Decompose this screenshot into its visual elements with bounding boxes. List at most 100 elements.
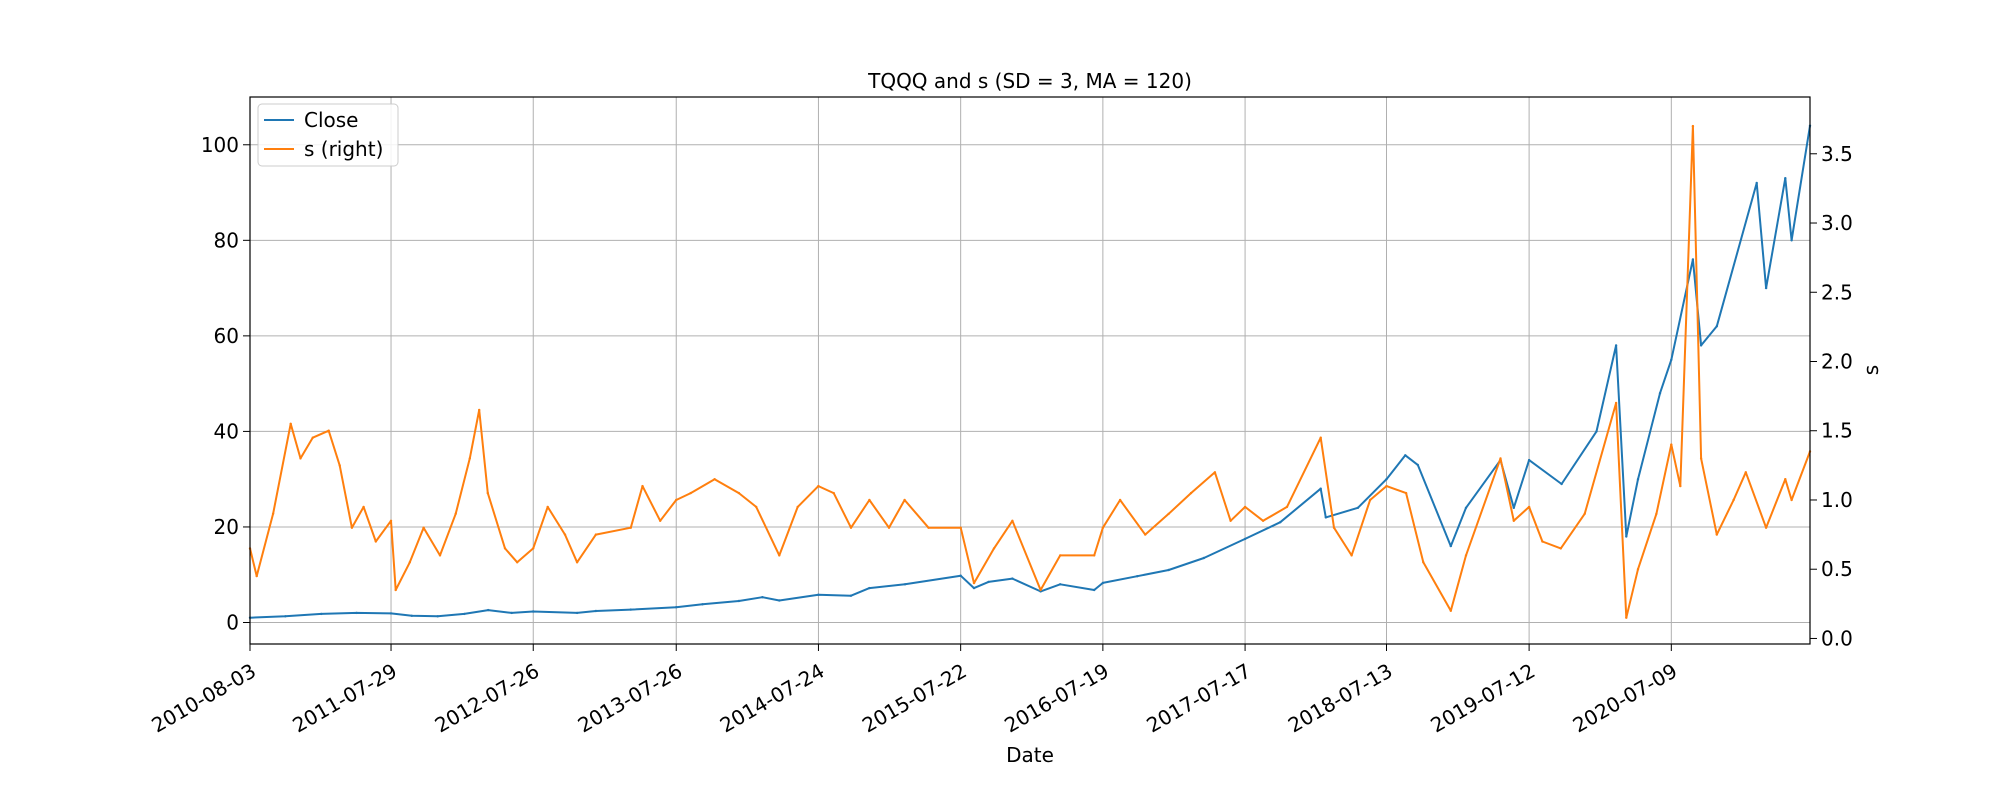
data-point-s [255, 574, 258, 578]
data-point-close [778, 599, 781, 602]
data-point-s [468, 457, 471, 460]
data-point-s [1319, 436, 1322, 439]
x-tick-label: 2010-08-03 [147, 659, 260, 738]
data-point-s [408, 561, 411, 564]
data-point-s [868, 498, 871, 502]
y-right-tick-label: 3.5 [1821, 142, 1853, 166]
data-point-s [389, 519, 393, 522]
data-point-close [1595, 430, 1598, 433]
data-point-s [675, 498, 678, 502]
data-point-close [1319, 487, 1322, 490]
grid-layer [249, 97, 1810, 644]
data-point-s [327, 429, 330, 432]
y-right-tick-label: 1.0 [1821, 488, 1853, 512]
x-tick-label: 2012-07-26 [431, 659, 544, 738]
data-point-s [546, 505, 549, 509]
data-point-s [563, 533, 567, 536]
y-axis-right-label: s [1859, 365, 1883, 375]
y-axis-right: 0.0 0.5 1.0 1.5 2.0 2.5 3.0 3.5 [1810, 142, 1853, 650]
y-left-tick-label: 20 [214, 515, 239, 539]
x-axis: 2010-08-03 2011-07-29 2012-07-26 2013-07-26… [147, 644, 1681, 737]
data-point-s [1764, 526, 1768, 529]
data-point-s [1059, 554, 1062, 557]
data-point-close [575, 611, 579, 615]
data-point-s [1332, 526, 1336, 529]
data-point-s [1101, 526, 1105, 529]
data-point-s [299, 457, 302, 460]
y-left-tick-label: 100 [201, 133, 239, 157]
data-point-close [1243, 537, 1247, 541]
x-tick-label: 2013-07-26 [574, 659, 687, 738]
data-point-close [1324, 516, 1328, 519]
data-point-close [1385, 478, 1388, 481]
data-point-close [1093, 588, 1096, 592]
y-right-tick-label: 0.5 [1821, 557, 1853, 581]
data-point-close [959, 574, 962, 577]
data-point-close [987, 580, 990, 584]
x-tick-label: 2014-07-24 [716, 659, 829, 738]
data-point-s [454, 512, 457, 515]
data-point-close [1790, 239, 1793, 242]
data-point-s [1167, 512, 1170, 515]
data-point-close [1059, 583, 1062, 586]
y-left-tick-label: 40 [214, 419, 239, 443]
plot-frame [249, 96, 1811, 645]
data-point-s [1499, 457, 1502, 460]
data-point-s [422, 526, 425, 529]
data-point-s [1144, 533, 1147, 536]
data-point-close [737, 599, 741, 603]
data-point-close [1464, 506, 1468, 509]
data-point-s [1512, 519, 1516, 522]
data-point-close [1560, 482, 1563, 486]
data-point-s [1744, 471, 1748, 474]
data-point-s [1229, 519, 1232, 522]
data-point-s [641, 484, 644, 488]
data-point-s [1541, 540, 1544, 543]
data-point-s [817, 484, 820, 488]
data-point-close [463, 612, 466, 616]
data-point-close [1356, 506, 1360, 509]
y-right-tick-label: 2.5 [1821, 280, 1853, 304]
data-point-close [701, 603, 704, 606]
data-point-close [1404, 454, 1407, 457]
data-point-s [1464, 554, 1468, 557]
data-point-s [1368, 498, 1372, 502]
data-point-close [1527, 458, 1531, 462]
data-point-close [1658, 392, 1662, 395]
data-point-s [1385, 484, 1388, 488]
x-tick-label: 2015-07-22 [858, 659, 971, 738]
data-point-close [532, 610, 535, 613]
data-point-s [478, 408, 481, 412]
y-right-tick-label: 0.0 [1821, 626, 1853, 650]
data-point-s [1699, 457, 1703, 460]
data-point-s [1422, 561, 1425, 564]
data-point-close [817, 593, 820, 596]
data-point-s [1213, 471, 1217, 474]
data-point-close [594, 609, 598, 613]
data-point-s [1011, 519, 1014, 522]
data-point-s [1784, 478, 1787, 481]
data-point-s [778, 554, 781, 557]
x-axis-label: Date [1006, 743, 1054, 767]
y-right-tick-label: 3.0 [1821, 211, 1853, 235]
data-point-close [1011, 577, 1014, 580]
data-point-close [972, 586, 976, 590]
data-point-s [516, 561, 519, 564]
data-point-s [311, 436, 314, 439]
data-point-s [289, 422, 292, 425]
data-point-close [1691, 258, 1695, 261]
data-point-s [1243, 505, 1247, 509]
data-point-s [1636, 568, 1640, 571]
data-point-s [1449, 609, 1453, 612]
data-point-s [532, 547, 535, 550]
y-right-tick-label: 2.0 [1821, 349, 1853, 373]
data-point-s [959, 526, 962, 529]
data-point-close [1715, 325, 1719, 328]
series-line-s [249, 125, 1811, 619]
data-point-s [713, 478, 716, 481]
data-point-s [659, 519, 662, 522]
data-point-s [1715, 533, 1719, 536]
data-point-s [1527, 505, 1531, 509]
y-left-tick-label: 60 [214, 324, 239, 348]
data-point-s [1404, 491, 1408, 495]
